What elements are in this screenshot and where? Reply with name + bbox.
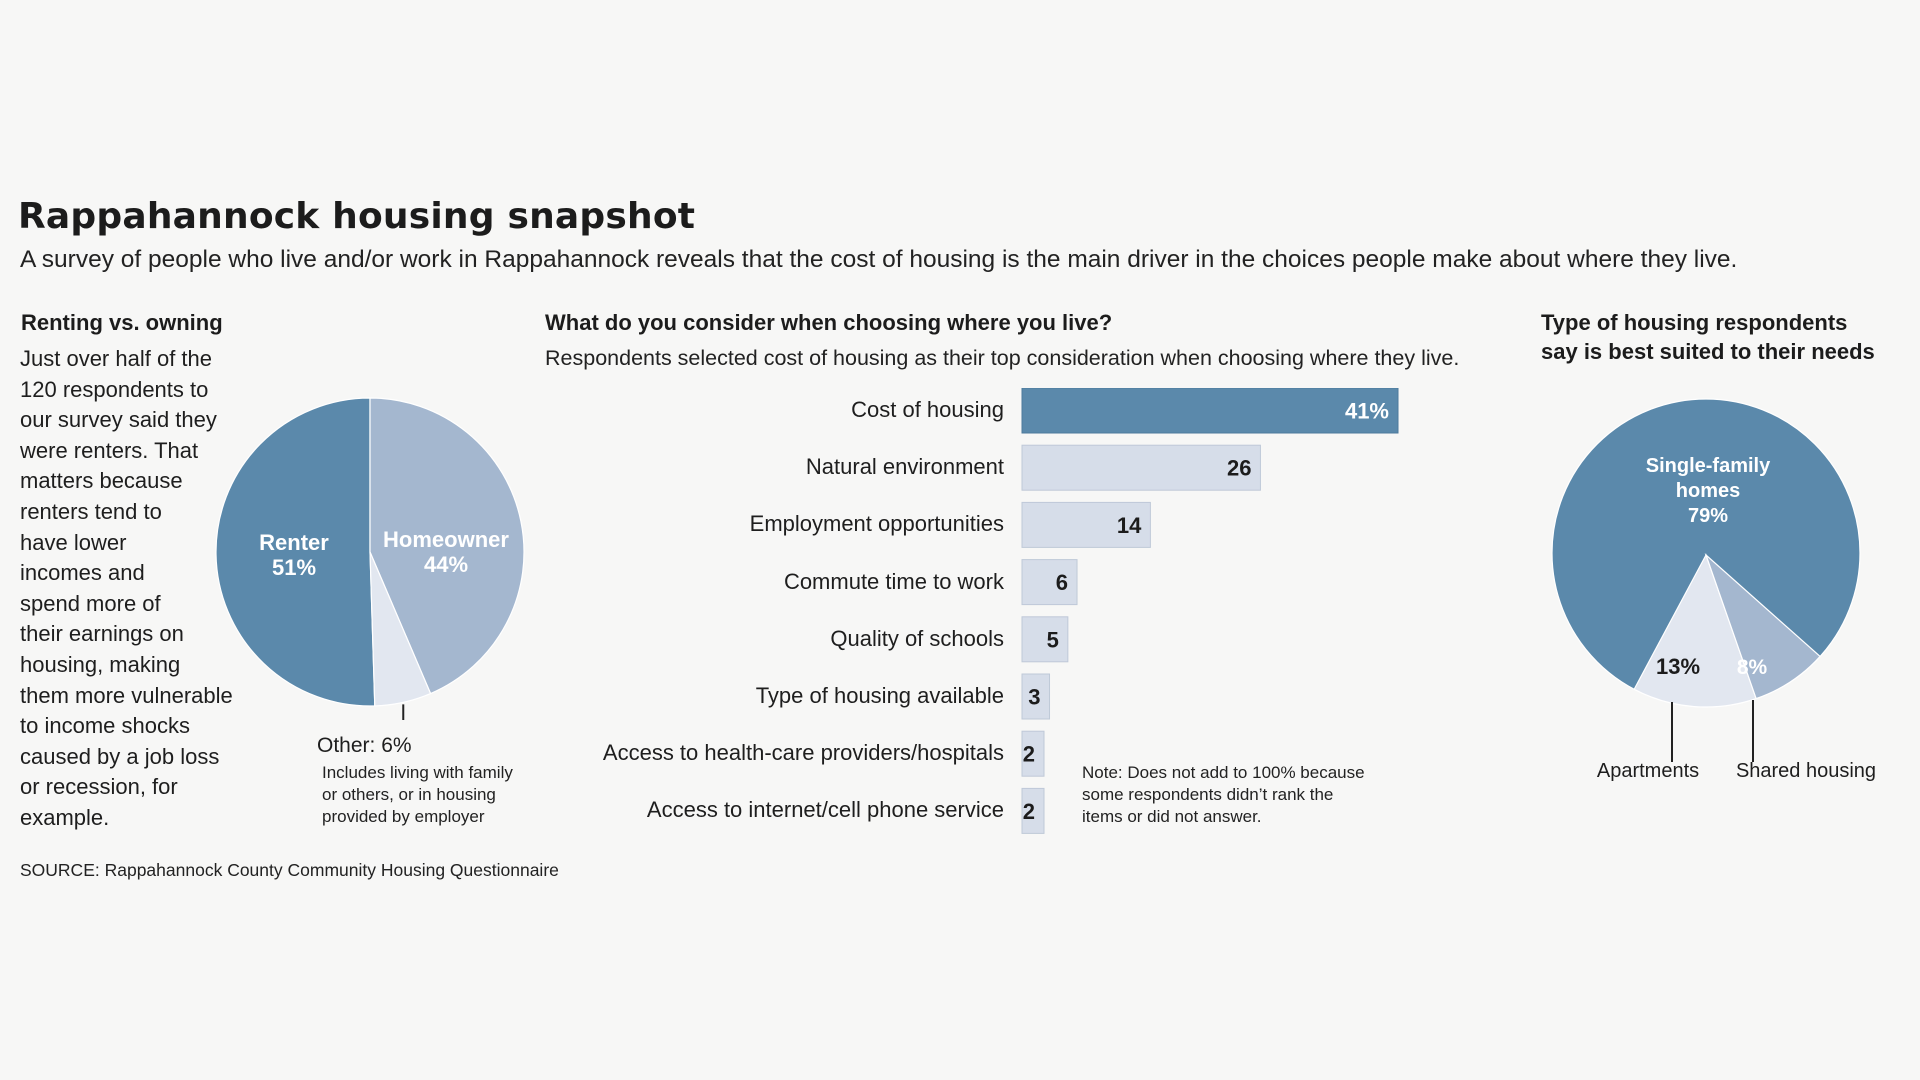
pie-slice-shared-housing xyxy=(1704,553,1821,700)
considerations-heading: What do you consider when choosing where… xyxy=(545,310,1113,335)
bar-value-label: 5 xyxy=(1047,627,1059,652)
other-note-line: provided by employer xyxy=(322,807,485,826)
chart-note: Note: Does not add to 100% because some r… xyxy=(1082,762,1412,828)
renting-heading: Renting vs. owning xyxy=(21,310,223,335)
chart-note-line: Note: Does not add to 100% because xyxy=(1082,763,1365,782)
bar-category-label: Employment opportunities xyxy=(749,511,1004,537)
bar-category-label: Cost of housing xyxy=(851,397,1004,422)
bar-value-label: 2 xyxy=(1023,742,1035,767)
pie-slice-renter xyxy=(215,397,376,707)
renting-body: Just over half of the 120 respondents to o… xyxy=(20,344,260,834)
pie-value-shared-housing: 8% xyxy=(1737,656,1768,679)
bar xyxy=(1021,730,1045,777)
renting-body-line: housing, making xyxy=(20,651,181,677)
bar xyxy=(1021,388,1399,434)
bar-value-label: 14 xyxy=(1117,513,1142,538)
bar xyxy=(1021,787,1045,834)
bar xyxy=(1021,444,1261,491)
renting-body-line: them more vulnerable xyxy=(20,682,233,708)
renting-body-line: caused by a job loss xyxy=(20,743,220,769)
housing-type-heading-line: Type of housing respondents xyxy=(1541,310,1848,335)
renting-body-line: Just over half of the xyxy=(20,346,212,371)
renting-body-line: renters tend to xyxy=(20,498,162,524)
chart-note-line: items or did not answer. xyxy=(1082,807,1262,826)
considerations-bar-chart: 41% 26 14 6 5 3 2 2 xyxy=(1021,388,1399,834)
bar-value-label: 6 xyxy=(1056,570,1068,595)
other-note-line: or others, or in housing xyxy=(322,785,496,804)
pie-slice-other xyxy=(369,551,432,707)
considerations-description: Respondents selected cost of housing as … xyxy=(545,346,1460,370)
renting-body-line: example. xyxy=(20,804,110,830)
renting-body-line: spend more of xyxy=(20,590,161,616)
pie-label-homeowner: Homeowner xyxy=(383,527,509,552)
bar-category-label: Quality of schools xyxy=(830,625,1004,651)
page-title: Rappahannock housing snapshot xyxy=(18,196,696,237)
bar xyxy=(1021,616,1069,663)
chart-note-line: some respondents didn’t rank the xyxy=(1082,785,1334,804)
renting-body-line: or recession, for xyxy=(20,774,178,800)
pie-label-single-family-line2: homes xyxy=(1676,480,1740,502)
other-note: Includes living with family or others, or… xyxy=(322,762,552,828)
pie-label-apartments: Apartments xyxy=(1597,760,1699,782)
housing-type-heading-line: say is best suited to their needs xyxy=(1541,339,1875,364)
pie-label-single-family-line1: Single-family xyxy=(1646,455,1771,477)
bar-value-label: 3 xyxy=(1028,685,1040,710)
renting-body-line: to income shocks xyxy=(20,713,190,739)
bar xyxy=(1021,559,1078,606)
pie-value-apartments: 13% xyxy=(1656,654,1700,679)
housing-type-heading: Type of housing respondents say is best s… xyxy=(1541,308,1875,366)
renting-body-line: 120 respondents to xyxy=(20,376,209,402)
bar-value-label: 41% xyxy=(1345,399,1389,424)
renting-body-line: their earnings on xyxy=(20,621,184,647)
renting-body-line: incomes and xyxy=(20,560,145,586)
renting-body-line: were renters. That xyxy=(20,437,199,463)
page-subtitle: A survey of people who live and/or work … xyxy=(20,246,1738,273)
other-note-line: Includes living with family xyxy=(322,763,513,782)
pie-value-single-family: 79% xyxy=(1688,505,1728,527)
pie-value-renter: 51% xyxy=(272,555,316,580)
bar xyxy=(1021,501,1151,548)
pie-slice-homeowner xyxy=(369,397,525,695)
renting-body-line: matters because xyxy=(20,468,183,494)
pie-label-renter: Renter xyxy=(259,530,329,555)
bar-value-label: 26 xyxy=(1227,456,1251,481)
bar-value-label: 2 xyxy=(1023,799,1035,824)
renting-body-line: our survey said they xyxy=(20,407,217,433)
source-note: SOURCE: Rappahannock County Community Ho… xyxy=(20,860,559,880)
bar-category-label: Commute time to work xyxy=(783,568,1004,594)
pie-label-shared-housing: Shared housing xyxy=(1736,760,1876,782)
other-label: Other: 6% xyxy=(317,734,412,757)
renting-body-line: have lower xyxy=(20,529,127,555)
bar xyxy=(1021,673,1051,720)
bar-category-label: Natural environment xyxy=(805,454,1004,480)
pie-value-homeowner: 44% xyxy=(424,552,468,577)
bar-category-label: Access to internet/cell phone service xyxy=(646,797,1004,823)
bar-category-label: Access to health-care providers/hospital… xyxy=(602,740,1004,766)
pie-slice-apartments xyxy=(1633,553,1757,708)
housing-type-pie-chart: Single-family homes 79% 13% 8% Apartments Shar… xyxy=(1551,398,1876,782)
bar-category-label: Type of housing available xyxy=(755,683,1004,708)
